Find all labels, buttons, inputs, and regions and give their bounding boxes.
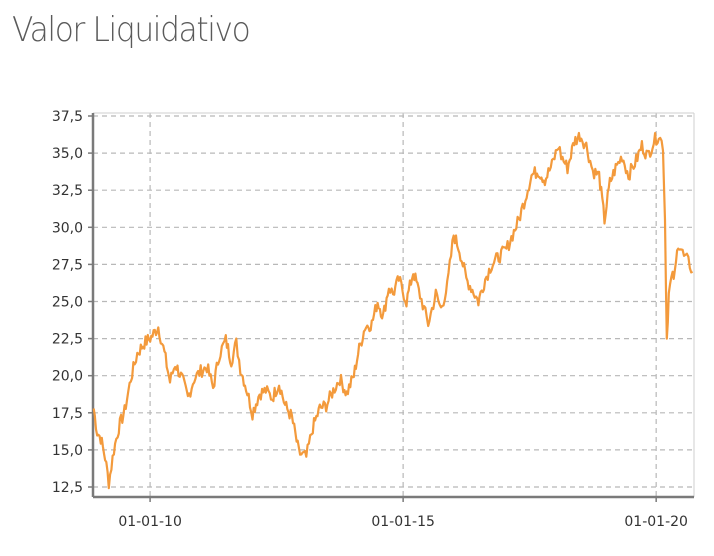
y-tick-label: 17,5 [52,406,83,422]
y-tick-label: 15,0 [52,443,83,459]
y-tick-label: 32,5 [52,183,83,199]
series-layer [92,131,694,490]
y-tick-label: 27,5 [52,257,83,273]
y-tick-label: 22,5 [52,332,83,348]
y-tick-label: 30,0 [52,220,83,236]
y-tick-label: 37,5 [52,109,83,125]
series-line [92,131,694,490]
page-title: Valor Liquidativo [12,10,251,50]
y-tick-labels: 37,5 35,0 32,5 30,0 27,5 25,0 22,5 20,0 17,5 15,0… [52,109,93,496]
x-tick-label: 01-01-15 [371,514,435,530]
x-tick-label: 01-01-10 [118,514,182,530]
y-tick-label: 25,0 [52,295,83,311]
y-tick-label: 20,0 [52,369,83,385]
gridlines [93,112,695,497]
y-tick-label: 12,5 [52,480,83,496]
x-tick-labels: 01-01-10 01-01-15 01-01-20 [118,497,688,530]
y-tick-label: 35,0 [52,146,83,162]
axes [91,113,694,499]
x-tick-label: 01-01-20 [624,514,688,530]
